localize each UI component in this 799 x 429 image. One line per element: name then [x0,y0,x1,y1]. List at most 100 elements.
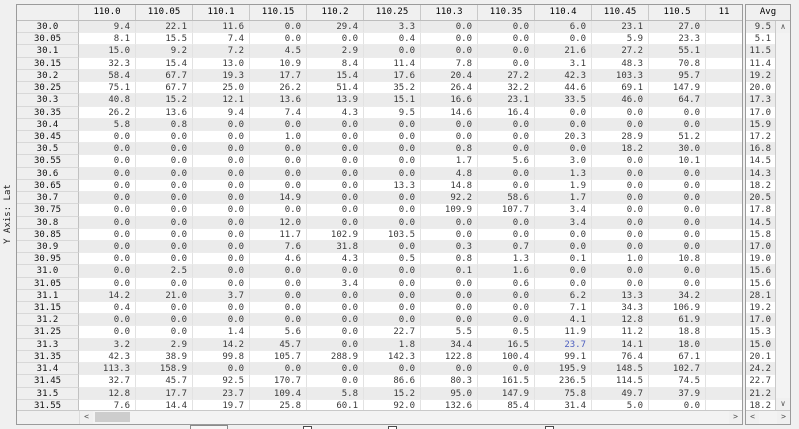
cell[interactable] [706,314,742,327]
avg-cell[interactable]: 20.1 [746,350,775,364]
cell[interactable]: 15.2 [364,387,421,400]
cell[interactable]: 14.9 [250,192,307,205]
cell[interactable]: 106.9 [649,302,706,315]
cell[interactable] [706,253,742,266]
cell[interactable]: 95.7 [649,69,706,83]
cell[interactable]: 0.0 [592,192,649,205]
cell[interactable]: 0.0 [193,130,250,144]
cell[interactable]: 158.9 [136,363,193,376]
cell[interactable]: 28.9 [592,130,649,144]
cell[interactable]: 14.4 [136,399,193,410]
cell[interactable]: 0.0 [649,265,706,278]
cell[interactable]: 0.0 [136,179,193,193]
cell[interactable]: 20.4 [421,69,478,83]
cell[interactable] [706,82,742,95]
cell[interactable]: 0.0 [136,302,193,315]
cell[interactable]: 109.4 [250,387,307,400]
cell[interactable]: 76.4 [592,350,649,364]
cell[interactable]: 7.4 [250,106,307,119]
cell[interactable]: 0.0 [364,240,421,254]
cell[interactable]: 67.7 [136,82,193,95]
cell[interactable] [706,363,742,376]
cell[interactable] [706,204,742,217]
cell[interactable] [706,33,742,46]
cell[interactable]: 0.0 [79,240,136,254]
cell[interactable]: 0.0 [535,228,592,241]
avg-cell[interactable]: 20.5 [746,192,775,205]
cell[interactable]: 7.6 [250,240,307,254]
cell[interactable]: 1.4 [193,326,250,339]
cell[interactable]: 13.3 [592,289,649,303]
cell[interactable]: 46.0 [592,94,649,107]
cell[interactable]: 4.6 [250,253,307,266]
cell[interactable] [706,229,742,241]
cell[interactable]: 69.1 [592,82,649,95]
cell[interactable]: 0.0 [136,143,193,156]
cell[interactable]: 114.5 [592,375,649,388]
cell[interactable] [706,388,742,400]
cell[interactable]: 0.0 [364,204,421,217]
cell[interactable]: 0.7 [478,240,535,254]
cell[interactable]: 103.5 [364,228,421,241]
cell[interactable]: 0.0 [364,289,421,303]
cell[interactable]: 0.0 [478,302,535,315]
cell[interactable]: 103.3 [592,69,649,83]
avg-cell[interactable]: 15.9 [746,118,775,131]
cell[interactable]: 22.7 [364,326,421,339]
cell[interactable]: 7.6 [79,399,136,410]
cell[interactable]: 0.0 [79,265,136,278]
cell[interactable]: 15.5 [136,33,193,46]
cell[interactable]: 49.7 [592,387,649,400]
cell[interactable]: 34.3 [592,302,649,315]
cell[interactable]: 9.2 [136,45,193,58]
avg-cell[interactable]: 28.1 [746,289,775,303]
cell[interactable] [706,119,742,131]
cell[interactable]: 7.1 [535,302,592,315]
cell[interactable]: 3.1 [535,57,592,70]
cell[interactable]: 0.3 [421,240,478,254]
cell[interactable]: 67.1 [649,350,706,364]
cell[interactable]: 26.4 [421,82,478,95]
cell[interactable]: 0.0 [478,21,535,34]
cell[interactable]: 0.0 [136,253,193,266]
cell[interactable]: 10.8 [649,253,706,266]
cell[interactable]: 0.0 [250,204,307,217]
cell[interactable]: 23.1 [478,94,535,107]
cell[interactable]: 0.0 [421,277,478,290]
avg-cell[interactable]: 14.5 [746,216,775,229]
cell[interactable]: 0.0 [250,277,307,290]
cell[interactable]: 0.0 [193,253,250,266]
cutoff-checkbox[interactable] [303,426,312,429]
cell[interactable] [706,400,742,410]
cell[interactable]: 0.0 [250,363,307,376]
cell[interactable]: 0.0 [535,106,592,119]
cell[interactable]: 132.6 [421,399,478,410]
cell[interactable]: 0.0 [592,277,649,290]
cell[interactable]: 0.0 [136,192,193,205]
cell[interactable] [706,155,742,168]
cell[interactable]: 0.0 [364,277,421,290]
cell[interactable]: 11.9 [535,326,592,339]
avg-cell[interactable]: 24.2 [746,363,775,376]
cell[interactable]: 0.0 [535,33,592,46]
cell[interactable]: 26.2 [79,106,136,119]
cell[interactable]: 13.9 [307,94,364,107]
cell[interactable]: 1.6 [478,265,535,278]
avg-cell[interactable]: 18.2 [746,179,775,193]
scroll-up-icon[interactable]: ∧ [776,21,790,33]
cell[interactable]: 0.0 [193,363,250,376]
cell[interactable]: 10.1 [649,155,706,168]
cell[interactable]: 0.0 [79,130,136,144]
cell[interactable]: 0.6 [478,277,535,290]
cell[interactable]: 102.7 [649,363,706,376]
cell[interactable]: 0.1 [421,265,478,278]
vscroll-track[interactable] [776,33,790,398]
cell[interactable]: 25.8 [250,399,307,410]
cell[interactable] [706,241,742,254]
cell[interactable]: 0.0 [79,192,136,205]
cell[interactable]: 55.1 [649,45,706,58]
cell[interactable]: 14.6 [421,106,478,119]
cell[interactable]: 99.8 [193,350,250,364]
cell[interactable]: 75.1 [79,82,136,95]
cell[interactable]: 0.5 [364,253,421,266]
